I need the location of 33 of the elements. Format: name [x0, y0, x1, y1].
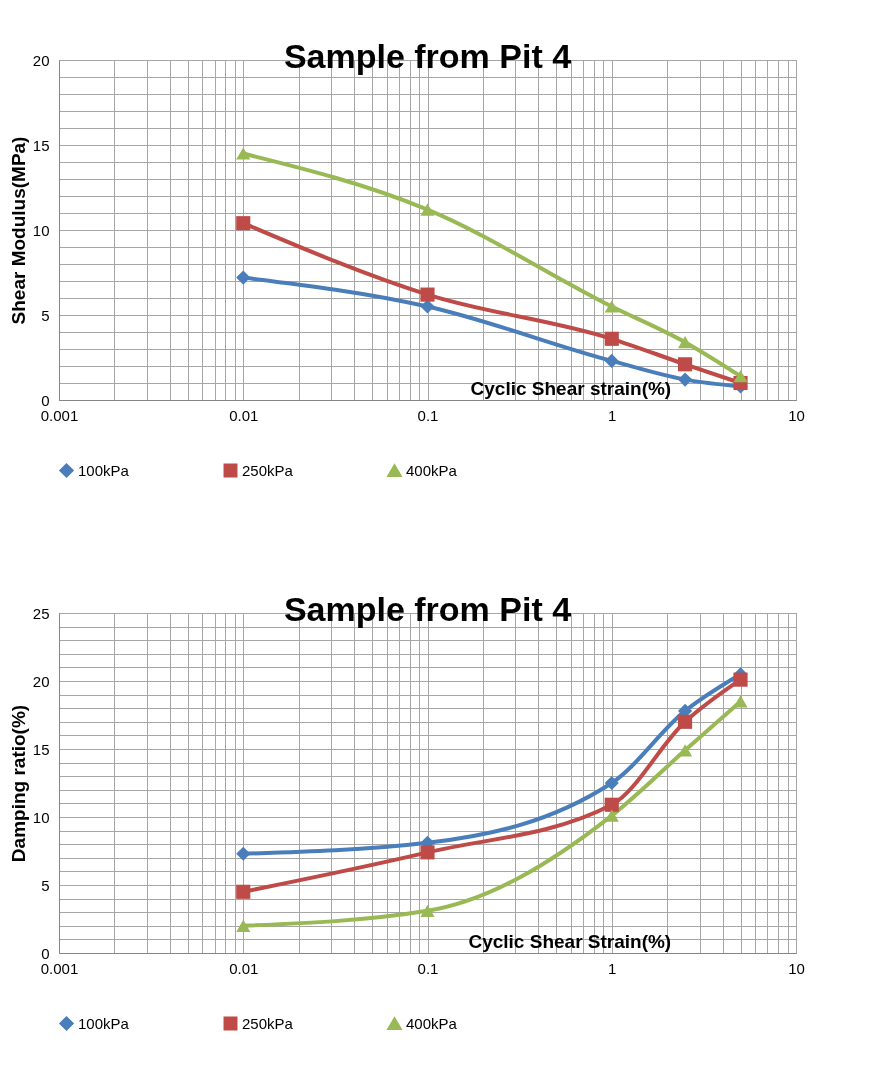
legend-label: 250kPa: [242, 461, 294, 479]
legend-label: 100kPa: [78, 1014, 130, 1032]
x-tick-label: 0.001: [40, 959, 79, 977]
x-tick-label: 0.01: [229, 406, 259, 424]
y-tick-label: 5: [41, 306, 50, 324]
y-tick-label: 10: [32, 808, 50, 826]
y-tick-label: 0: [41, 944, 50, 962]
x-tick-label: 10: [788, 406, 805, 424]
legend-label: 250kPa: [242, 1014, 294, 1032]
y-tick-label: 15: [32, 136, 50, 154]
y-tick-label: 15: [32, 740, 50, 758]
chart-title: Sample from Pit 4: [283, 37, 572, 75]
x-axis-title: Cyclic Shear Strain(%): [468, 930, 672, 952]
y-tick-label: 25: [32, 604, 50, 622]
x-tick-label: 0.001: [40, 406, 79, 424]
x-axis-title: Cyclic Shear strain(%): [470, 377, 672, 399]
legend-label: 400kPa: [406, 1014, 458, 1032]
x-tick-label: 1: [608, 959, 617, 977]
y-tick-label: 20: [32, 672, 50, 690]
legend-label: 100kPa: [78, 461, 130, 479]
x-tick-label: 1: [608, 406, 617, 424]
y-tick-label: 0: [41, 391, 50, 409]
legend-label: 400kPa: [406, 461, 458, 479]
x-tick-label: 10: [788, 959, 805, 977]
x-tick-label: 0.1: [417, 406, 439, 424]
y-tick-label: 5: [41, 876, 50, 894]
y-tick-label: 10: [32, 221, 50, 239]
y-axis-title: Shear Modulus(MPa): [7, 136, 29, 325]
x-tick-label: 0.01: [229, 959, 259, 977]
y-axis-title: Damping ratio(%): [7, 704, 29, 863]
chart-title: Sample from Pit 4: [283, 590, 572, 628]
y-tick-label: 20: [32, 51, 50, 69]
x-tick-label: 0.1: [417, 959, 439, 977]
